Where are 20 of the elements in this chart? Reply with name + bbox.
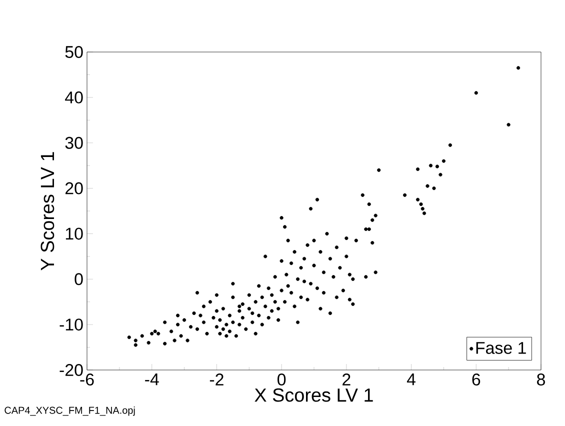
y-axis-title: Y Scores LV 1: [40, 152, 54, 270]
x-tick-label: -4: [145, 374, 159, 386]
x-tick-label: 2: [342, 374, 350, 386]
y-tick-label: 0: [74, 273, 83, 286]
y-tick-label: 30: [65, 136, 83, 149]
y-tick-label: 50: [65, 46, 83, 58]
x-tick-label: 0: [278, 374, 286, 386]
x-tick-label: 4: [406, 374, 416, 386]
x-tick-label: -2: [210, 374, 224, 386]
y-tick-label: -20: [60, 364, 83, 376]
x-axis-title: X Scores LV 1: [254, 388, 373, 402]
text: CAP4_XYSC_FM_F1_NA.opj: [4, 406, 135, 416]
y-tick-label: 10: [66, 228, 83, 240]
x-tick-label: 6: [472, 374, 480, 386]
y-tick-label: -10: [60, 318, 83, 331]
x-tick-label: 8: [537, 374, 545, 386]
x-tick-label: -6: [80, 374, 94, 386]
y-tick-label: 40: [65, 91, 83, 104]
y-tick-label: 20: [66, 182, 83, 194]
legend-label: Fase 1: [476, 342, 526, 354]
